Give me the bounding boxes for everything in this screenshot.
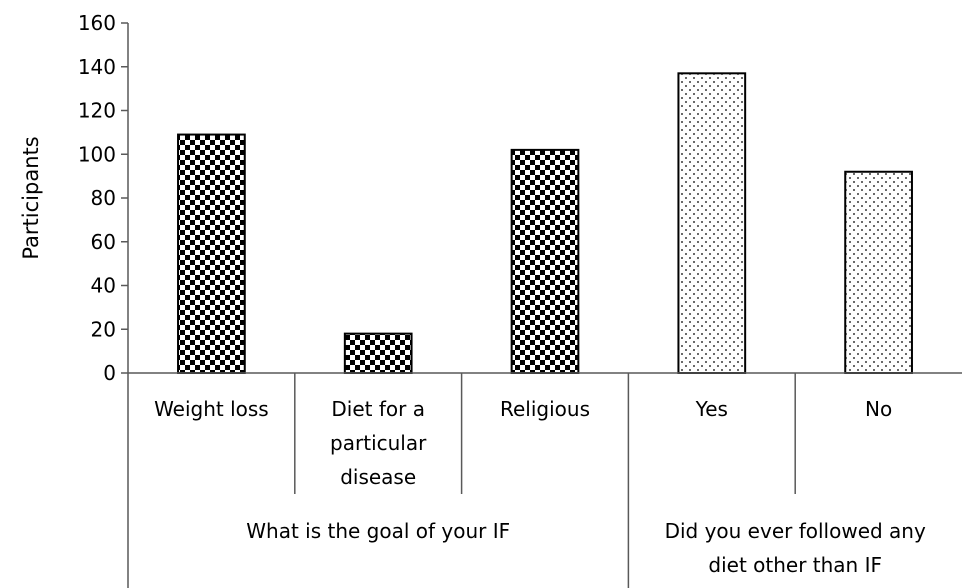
bar (343, 332, 413, 374)
category-label: Weight loss (154, 397, 269, 421)
group-label: diet other than IF (708, 553, 882, 577)
y-tick-label: 20 (91, 317, 116, 341)
y-tick-label: 120 (78, 99, 116, 123)
y-axis: 0 20 40 60 80 100 120 140 160 (78, 11, 129, 385)
y-tick-label: 0 (103, 361, 116, 385)
bar (844, 170, 913, 374)
group-label: What is the goal of your IF (246, 519, 510, 543)
y-tick-label: 60 (91, 230, 116, 254)
category-label: disease (340, 465, 416, 489)
y-axis-title: Participants (19, 136, 43, 259)
y-tick-label: 100 (78, 142, 116, 166)
y-tick-label: 80 (91, 186, 116, 210)
bar (177, 133, 246, 374)
bars (177, 72, 913, 374)
group-label: Did you ever followed any (665, 519, 926, 543)
y-tick-label: 160 (78, 11, 116, 35)
bar (510, 148, 580, 374)
category-label: Religious (500, 397, 590, 421)
category-label: particular (330, 431, 427, 455)
category-label: No (865, 397, 892, 421)
bar (677, 72, 747, 374)
y-tick-label: 140 (78, 55, 116, 79)
category-label: Diet for a (331, 397, 425, 421)
category-label: Yes (695, 397, 728, 421)
x-axis: Weight loss Diet for a particular disease Re… (127, 372, 962, 588)
y-tick-label: 40 (91, 274, 116, 298)
